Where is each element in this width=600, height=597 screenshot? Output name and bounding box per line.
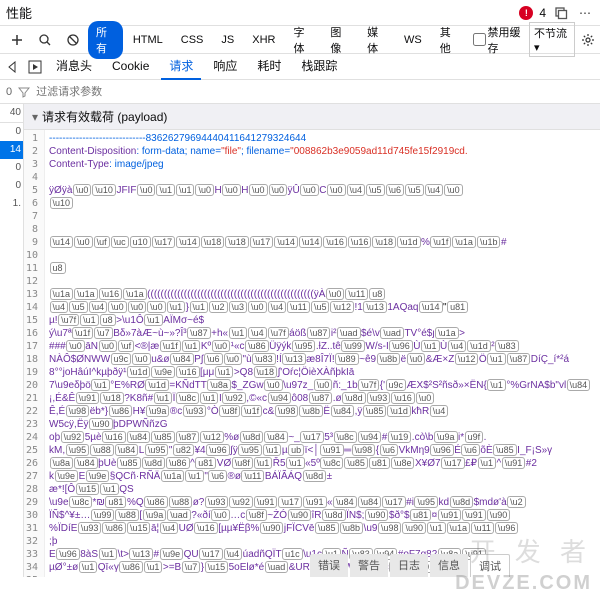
more-icon[interactable]: ⋯ [576,4,594,22]
request-tabs: 消息头 Cookie 请求 响应 耗时 栈跟踪 [0,54,600,80]
list-header[interactable]: 40 [0,104,23,123]
tab-response[interactable]: 响应 [205,53,245,80]
btab-debug[interactable]: 调试 [470,554,510,577]
throttle-select[interactable]: 不节流 ▾ [529,22,575,57]
console-filter-tabs: 错误 警告 日志 信息 调试 [310,554,510,577]
payload-section-title: 请求有效载荷 (payload) [42,108,167,125]
line-gutter: 1234567891011121314151617181920212223242… [24,130,45,577]
list-item[interactable]: 0 [0,123,23,141]
filter-media[interactable]: 媒体 [359,21,394,59]
payload-section-header[interactable]: ▾ 请求有效载荷 (payload) [24,104,600,130]
btab-errors[interactable]: 错误 [310,554,348,577]
back-icon[interactable] [4,58,22,76]
disable-cache-checkbox[interactable] [473,33,486,46]
search-icon[interactable] [32,30,58,50]
gear-icon[interactable] [581,31,596,49]
list-item[interactable]: 14 [0,141,23,159]
tab-cookies[interactable]: Cookie [104,55,157,79]
network-toolbar: 所有 HTML CSS JS XHR 字体 图像 媒体 WS 其他 禁用缓存 不… [0,26,600,54]
detach-icon[interactable] [552,4,570,22]
filter-html[interactable]: HTML [125,31,171,49]
list-item[interactable]: 0 [0,159,23,177]
disable-cache-text: 禁用缓存 [488,24,523,56]
block-icon[interactable] [60,30,86,50]
chevron-down-icon: ▾ [32,110,38,124]
request-list[interactable]: 40 0 14 0 0 1. [0,104,24,577]
play-icon[interactable] [26,58,44,76]
btab-warnings[interactable]: 警告 [350,554,388,577]
error-badge[interactable]: ! [519,6,533,20]
panel-title: 性能 [6,3,32,22]
param-count: 0 [6,86,12,98]
error-count: 4 [539,6,546,20]
filter-icon [18,86,30,98]
filter-ws[interactable]: WS [396,31,430,49]
tab-headers[interactable]: 消息头 [48,53,100,80]
btab-logs[interactable]: 日志 [390,554,428,577]
list-item[interactable]: 1. [0,195,23,213]
filter-css[interactable]: CSS [173,31,212,49]
disable-cache-label[interactable]: 禁用缓存 [473,24,523,56]
list-item[interactable]: 0 [0,177,23,195]
filter-input[interactable] [36,86,594,98]
payload-code[interactable]: -----------------------------83626279694… [45,130,600,577]
filter-js[interactable]: JS [213,31,242,49]
tab-request[interactable]: 请求 [161,53,201,80]
param-filter-row: 0 [0,80,600,104]
tab-timings[interactable]: 耗时 [249,53,289,80]
filter-xhr[interactable]: XHR [244,31,283,49]
add-icon[interactable] [4,30,30,50]
btab-info[interactable]: 信息 [430,554,468,577]
tab-stack[interactable]: 栈跟踪 [293,53,345,80]
filter-other[interactable]: 其他 [432,21,467,59]
